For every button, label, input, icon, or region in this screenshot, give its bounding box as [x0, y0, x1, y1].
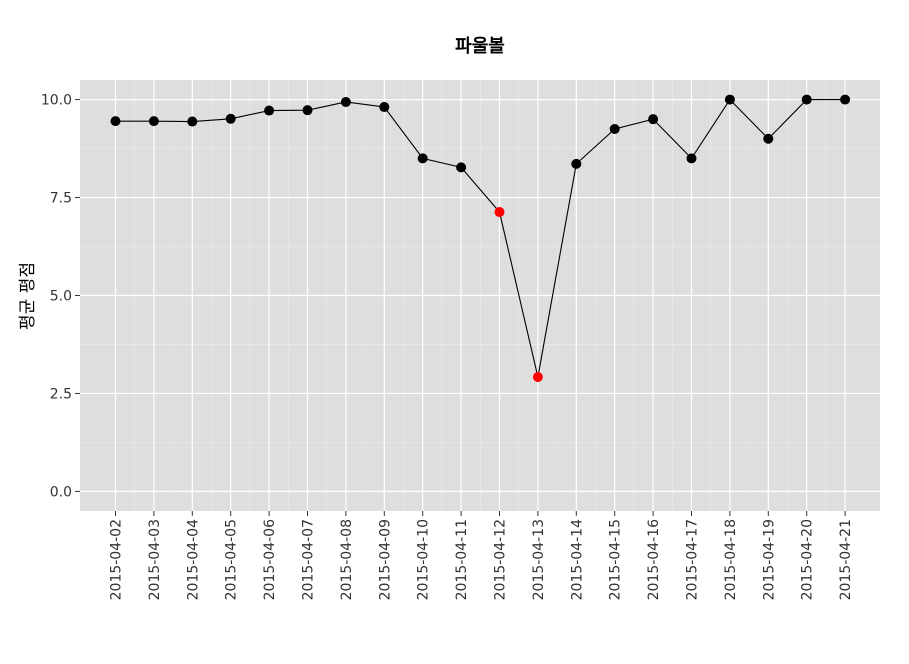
x-axis-ticks: 2015-04-02 2015-04-03 2015-04-04 2015-04-05…	[109, 511, 854, 600]
data-point	[801, 94, 812, 105]
data-point	[340, 96, 351, 107]
x-tick-label: 2015-04-08	[339, 519, 355, 600]
x-tick-label: 2015-04-14	[569, 519, 585, 600]
x-tick-label: 2015-04-05	[224, 519, 240, 600]
data-point	[110, 116, 121, 127]
y-tick-label: 0.0	[50, 484, 72, 500]
y-tick-label: 2.5	[50, 386, 72, 402]
data-point	[187, 116, 198, 127]
data-point	[763, 133, 774, 144]
data-point	[417, 153, 428, 164]
y-axis-ticks: 0.0 2.5 5.0 7.5 10.0	[41, 93, 80, 500]
x-tick-label: 2015-04-03	[147, 519, 163, 600]
data-point	[648, 114, 659, 125]
data-point	[532, 371, 543, 382]
y-axis-label: 평균 평점	[18, 262, 38, 330]
data-point	[840, 94, 851, 105]
data-point	[148, 116, 159, 127]
x-tick-label: 2015-04-20	[800, 519, 816, 600]
data-point	[609, 123, 620, 134]
x-tick-label: 2015-04-06	[262, 519, 278, 600]
data-point	[225, 113, 236, 124]
data-point	[302, 105, 313, 116]
x-tick-label: 2015-04-02	[109, 519, 125, 600]
data-point	[724, 94, 735, 105]
x-tick-label: 2015-04-13	[531, 519, 547, 600]
series-line	[115, 98, 846, 378]
data-points	[110, 94, 851, 382]
y-tick-label: 10.0	[41, 93, 72, 109]
y-tick-label: 7.5	[50, 191, 72, 207]
data-point	[456, 162, 467, 173]
x-tick-label: 2015-04-18	[723, 519, 739, 600]
x-tick-label: 2015-04-17	[685, 519, 701, 600]
x-tick-label: 2015-04-16	[646, 519, 662, 600]
x-tick-label: 2015-04-15	[608, 519, 624, 600]
x-tick-label: 2015-04-09	[377, 519, 393, 600]
x-tick-label: 2015-04-12	[493, 519, 509, 600]
x-tick-label: 2015-04-04	[185, 519, 201, 600]
data-point	[494, 207, 505, 218]
x-tick-label: 2015-04-10	[416, 519, 432, 600]
chart-title: 파울볼	[455, 36, 505, 57]
data-point	[264, 105, 275, 116]
x-tick-label: 2015-04-11	[454, 519, 470, 600]
x-tick-label: 2015-04-21	[838, 519, 854, 600]
y-tick-label: 5.0	[50, 289, 72, 305]
x-tick-label: 2015-04-07	[301, 519, 317, 600]
data-point	[571, 158, 582, 169]
data-point	[379, 102, 390, 113]
major-gridlines	[80, 80, 880, 511]
data-point	[686, 153, 697, 164]
x-tick-label: 2015-04-19	[761, 519, 777, 600]
